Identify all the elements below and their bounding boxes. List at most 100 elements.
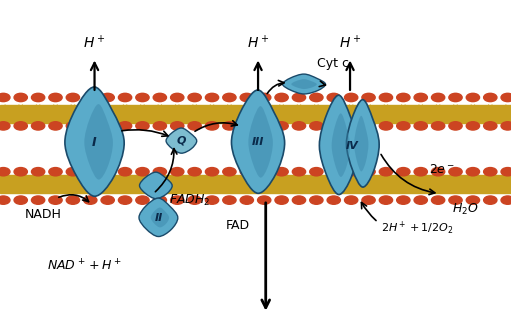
Circle shape [327, 196, 340, 204]
Circle shape [327, 93, 340, 102]
Circle shape [414, 93, 427, 102]
Circle shape [362, 93, 375, 102]
Circle shape [171, 196, 184, 204]
Circle shape [153, 122, 167, 130]
Circle shape [431, 168, 445, 176]
Circle shape [223, 168, 236, 176]
Circle shape [171, 93, 184, 102]
Circle shape [223, 122, 236, 130]
Circle shape [49, 93, 62, 102]
PathPatch shape [346, 100, 379, 187]
PathPatch shape [151, 207, 169, 228]
Circle shape [136, 93, 149, 102]
Circle shape [205, 168, 219, 176]
Circle shape [449, 93, 462, 102]
Circle shape [483, 93, 497, 102]
Circle shape [223, 196, 236, 204]
Text: Q: Q [177, 136, 186, 146]
PathPatch shape [354, 116, 368, 172]
Circle shape [153, 168, 167, 176]
PathPatch shape [166, 128, 197, 153]
Circle shape [49, 122, 62, 130]
Circle shape [431, 122, 445, 130]
Circle shape [362, 122, 375, 130]
Circle shape [344, 122, 358, 130]
Circle shape [205, 122, 219, 130]
Circle shape [0, 196, 10, 204]
Circle shape [275, 168, 288, 176]
Circle shape [84, 168, 97, 176]
PathPatch shape [283, 74, 326, 94]
Circle shape [292, 168, 306, 176]
Circle shape [101, 168, 114, 176]
Circle shape [258, 93, 271, 102]
Text: $2H^+ + 1/2O_2$: $2H^+ + 1/2O_2$ [381, 220, 453, 237]
Circle shape [0, 122, 10, 130]
Circle shape [240, 93, 253, 102]
Circle shape [292, 93, 306, 102]
Circle shape [119, 93, 132, 102]
Text: $H^+$: $H^+$ [339, 34, 361, 51]
Circle shape [14, 122, 28, 130]
PathPatch shape [319, 95, 358, 195]
Text: FAD: FAD [225, 219, 250, 232]
Circle shape [275, 122, 288, 130]
Circle shape [449, 122, 462, 130]
Text: NADH: NADH [25, 208, 62, 221]
Circle shape [205, 196, 219, 204]
Circle shape [483, 196, 497, 204]
Circle shape [501, 196, 511, 204]
Circle shape [327, 168, 340, 176]
Circle shape [49, 168, 62, 176]
Circle shape [171, 168, 184, 176]
Text: $H^+$: $H^+$ [247, 34, 269, 51]
Circle shape [84, 122, 97, 130]
Circle shape [66, 168, 80, 176]
PathPatch shape [231, 90, 285, 193]
Circle shape [501, 168, 511, 176]
Circle shape [84, 196, 97, 204]
Circle shape [362, 168, 375, 176]
Text: IV: IV [346, 140, 359, 151]
Circle shape [292, 122, 306, 130]
Circle shape [171, 122, 184, 130]
PathPatch shape [140, 172, 172, 199]
Circle shape [258, 168, 271, 176]
Circle shape [188, 122, 201, 130]
Circle shape [449, 196, 462, 204]
Circle shape [466, 93, 479, 102]
Circle shape [397, 168, 410, 176]
Circle shape [188, 196, 201, 204]
Circle shape [275, 93, 288, 102]
Circle shape [483, 122, 497, 130]
Circle shape [119, 196, 132, 204]
Circle shape [379, 168, 392, 176]
Circle shape [84, 93, 97, 102]
Circle shape [66, 122, 80, 130]
Circle shape [379, 93, 392, 102]
Bar [0, 101, 511, 197]
Circle shape [32, 122, 45, 130]
Circle shape [49, 196, 62, 204]
Circle shape [258, 122, 271, 130]
Circle shape [136, 168, 149, 176]
Circle shape [501, 93, 511, 102]
Circle shape [431, 93, 445, 102]
Circle shape [119, 122, 132, 130]
Circle shape [310, 196, 323, 204]
Circle shape [119, 168, 132, 176]
Circle shape [397, 93, 410, 102]
Text: II: II [154, 212, 162, 223]
Circle shape [466, 122, 479, 130]
PathPatch shape [139, 198, 178, 236]
Circle shape [501, 122, 511, 130]
Circle shape [431, 196, 445, 204]
Circle shape [258, 196, 271, 204]
Circle shape [32, 196, 45, 204]
PathPatch shape [248, 106, 273, 178]
Circle shape [66, 93, 80, 102]
Circle shape [397, 122, 410, 130]
Circle shape [310, 122, 323, 130]
Circle shape [188, 168, 201, 176]
PathPatch shape [84, 104, 113, 180]
